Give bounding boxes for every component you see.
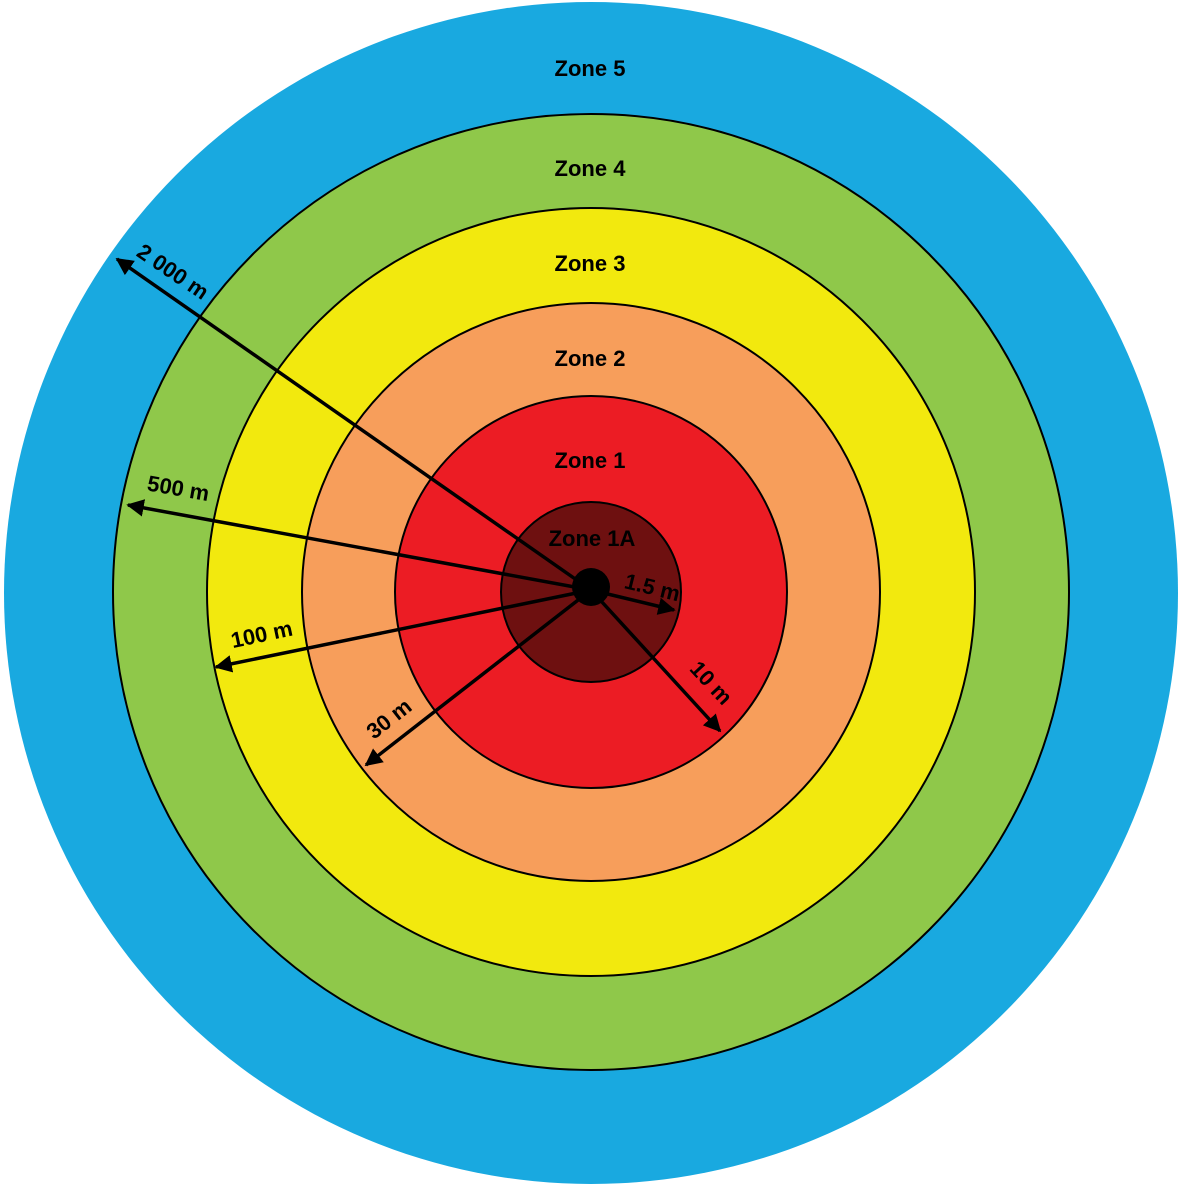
zone-label: Zone 4 <box>555 156 627 181</box>
radius-arrow <box>589 588 722 733</box>
zone-label: Zone 2 <box>555 346 626 371</box>
radius-arrow <box>364 588 593 767</box>
zone-label: Zone 1 <box>555 448 626 473</box>
radius-arrow <box>214 588 592 673</box>
center-point <box>572 568 610 606</box>
radius-arrow <box>115 257 593 592</box>
zone-label: Zone 1A <box>549 526 636 551</box>
radius-arrow <box>126 499 592 592</box>
zone-label: Zone 5 <box>555 56 626 81</box>
zone-label: Zone 3 <box>555 251 626 276</box>
